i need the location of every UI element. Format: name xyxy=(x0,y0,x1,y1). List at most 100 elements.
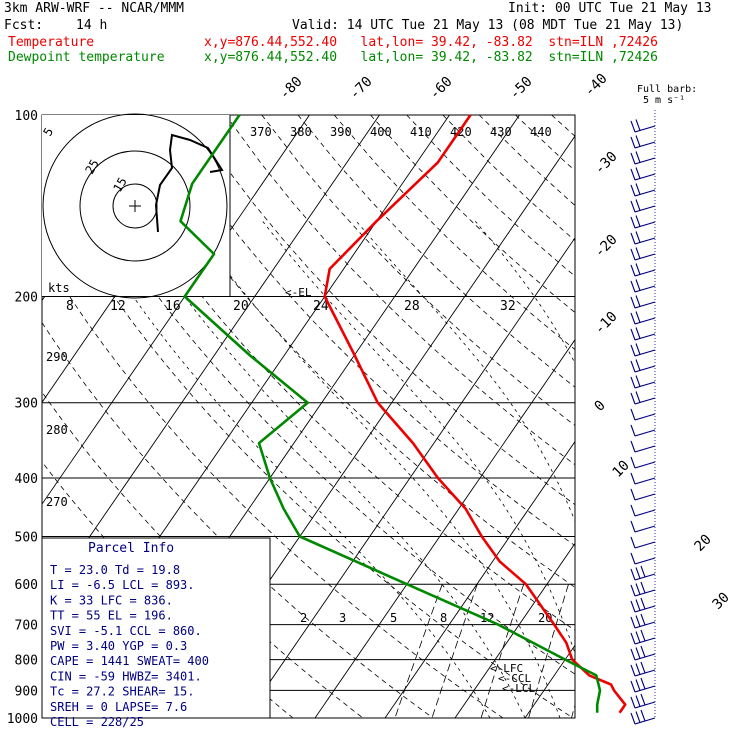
pressure-tick-label: 500 xyxy=(15,530,38,545)
hodograph-speed-label: 12 xyxy=(110,299,126,314)
dry-adiabat xyxy=(116,115,575,588)
hodograph-speed-label: 8 xyxy=(66,299,74,314)
plot-border xyxy=(41,114,576,719)
dry-adiabat xyxy=(80,115,575,631)
valid-time: Valid: 14 UTC Tue 21 May 13 (08 MDT Tue … xyxy=(292,18,684,33)
isotherm-tick-label: -80 xyxy=(277,74,306,103)
dry-adiabat xyxy=(152,115,575,547)
isotherm-line xyxy=(454,542,575,718)
wind-barb xyxy=(630,135,656,149)
theta-tick-label: 390 xyxy=(330,125,352,139)
moist-adiabat xyxy=(189,220,561,718)
mixing-ratio-line xyxy=(628,584,662,718)
wind-barb xyxy=(630,279,656,293)
dewpoint-location-info: x,y=876.44,552.40 lat,lon= 39.42, -83.82… xyxy=(204,50,658,65)
pressure-tick-label: 600 xyxy=(15,578,38,593)
theta-tick-label: 410 xyxy=(410,125,432,139)
mixing-ratio-line xyxy=(480,584,525,718)
model-title: 3km ARW-WRF -- NCAR/MMM xyxy=(4,1,185,16)
forecast-label: Fcst: xyxy=(4,18,44,33)
isotherm-tick-label: -20 xyxy=(592,232,621,261)
isotherm-line xyxy=(244,237,575,718)
parcel-info-row: PW = 3.40 YGP = 0.3 xyxy=(50,639,187,653)
dry-adiabat xyxy=(225,115,575,466)
wind-barb xyxy=(630,677,656,693)
wind-barb xyxy=(630,661,656,677)
wind-barb xyxy=(630,504,656,517)
level-marker-label: <-EL xyxy=(285,286,312,299)
wind-barb xyxy=(630,565,656,581)
parcel-info-row: LI = -6.5 LCL = 893. xyxy=(50,578,195,592)
isotherm-tick-label: -70 xyxy=(347,74,376,103)
isotherm-line xyxy=(384,440,575,718)
dry-adiabat xyxy=(42,251,504,718)
mixing-ratio-line xyxy=(394,584,443,718)
wind-barb xyxy=(630,183,656,197)
wind-barb xyxy=(630,424,656,437)
hodograph-inset xyxy=(42,113,231,299)
wind-barb xyxy=(630,199,656,213)
hodograph-ring-label: 15 xyxy=(110,175,129,195)
isotherm-tick-label: 10 xyxy=(610,458,633,481)
wind-barb xyxy=(630,520,656,533)
dry-adiabat xyxy=(297,115,575,388)
isotherm-tick-label: 0 xyxy=(592,398,609,415)
pressure-tick-label: 300 xyxy=(15,397,38,412)
dry-adiabat xyxy=(261,115,575,427)
dry-adiabat xyxy=(588,115,740,718)
level-marker-label: <-LCL xyxy=(502,682,535,695)
mixing-ratio-label: 20 xyxy=(538,611,552,625)
level-marker-label: <-CCL xyxy=(498,672,531,685)
barb-legend-units: 5 m s⁻¹ xyxy=(643,95,685,106)
wind-barb xyxy=(630,456,656,469)
wind-barb xyxy=(630,552,656,565)
theta-tick-label: 400 xyxy=(370,125,392,139)
isotherm-tick-label: -30 xyxy=(592,149,621,178)
dry-adiabat xyxy=(333,115,575,351)
wind-barb xyxy=(630,693,656,709)
wind-barb xyxy=(630,391,656,405)
init-time: Init: 00 UTC Tue 21 May 13 xyxy=(508,1,712,16)
mixing-ratio-line xyxy=(571,703,575,718)
wind-barb xyxy=(630,536,656,549)
temperature-trace xyxy=(323,114,627,714)
dry-adiabat xyxy=(697,115,740,718)
wind-barb xyxy=(630,359,656,373)
wind-barb xyxy=(630,709,656,725)
theta-tick-label: 430 xyxy=(490,125,512,139)
dry-adiabat xyxy=(442,115,575,242)
isotherm-tick-label: 20 xyxy=(692,532,715,555)
parcel-info-title: Parcel Info xyxy=(88,541,174,556)
parcel-info-row: TT = 55 EL = 196. xyxy=(50,609,173,623)
isotherm-line xyxy=(665,115,740,718)
parcel-info-row: SREH = 0 LAPSE= 7.6 xyxy=(50,700,187,714)
barb-legend-label: Full barb: xyxy=(637,84,697,95)
hodograph-trace xyxy=(154,133,224,233)
hodograph-speed-label: 24 xyxy=(313,299,329,314)
isotherm-tick-label: 30 xyxy=(710,590,733,613)
isotherm-line xyxy=(735,115,740,718)
level-marker-label: <-LFC xyxy=(490,662,523,675)
wind-barb xyxy=(630,408,656,421)
wind-barb xyxy=(630,597,656,613)
isotherm-tick-label: -50 xyxy=(507,74,536,103)
wind-barb xyxy=(630,215,656,229)
hodograph-unit-label: kts xyxy=(48,281,70,295)
wind-barb xyxy=(630,472,656,485)
parcel-info-box: Parcel Info T = 23.0 Td = 19.8LI = -6.5 L… xyxy=(41,537,271,729)
moist-adiabat xyxy=(355,220,575,522)
parcel-info-row: CAPE = 1441 SWEAT= 400 xyxy=(50,654,209,668)
hodograph-speed-label: 20 xyxy=(233,299,249,314)
mixing-ratio-label: 8 xyxy=(440,611,447,625)
wind-barb xyxy=(630,645,656,661)
isotherm-line xyxy=(314,338,575,718)
dry-adiabat xyxy=(515,115,575,172)
hodograph-ring-label: 25 xyxy=(82,157,101,177)
parcel-info-row: K = 33 LFC = 836. xyxy=(50,593,173,607)
isotherm-line xyxy=(42,115,310,505)
mixing-ratio-label: 5 xyxy=(390,611,397,625)
wind-barb xyxy=(630,488,656,501)
mixing-ratio-label: 2 xyxy=(300,611,307,625)
